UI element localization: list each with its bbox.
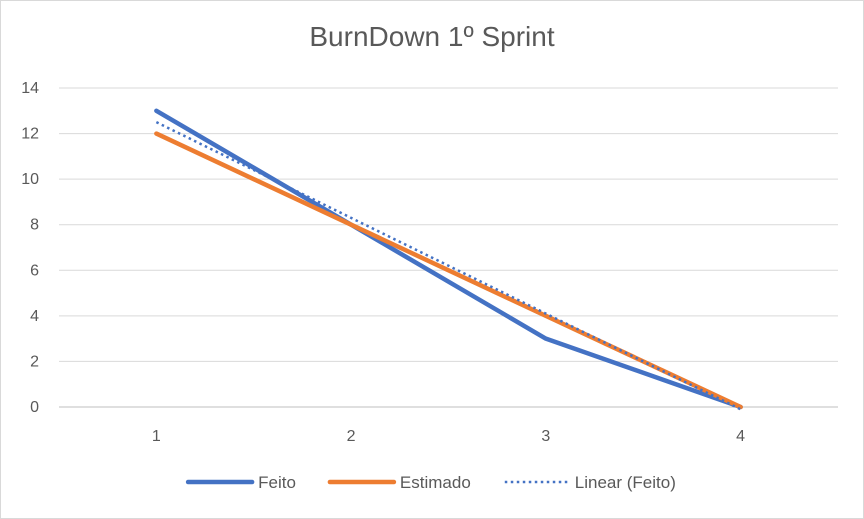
legend-label-feito: Feito — [258, 473, 296, 492]
chart-title: BurnDown 1º Sprint — [309, 21, 555, 52]
y-tick-label-10: 10 — [21, 171, 39, 188]
y-tick-label-2: 2 — [30, 353, 39, 370]
x-tick-label-4: 4 — [736, 428, 745, 445]
y-tick-label-0: 0 — [30, 399, 39, 416]
y-tick-label-12: 12 — [21, 126, 39, 143]
legend-label-estimado: Estimado — [400, 473, 471, 492]
x-tick-label-3: 3 — [541, 428, 550, 445]
legend-label-linear-feito: Linear (Feito) — [575, 473, 676, 492]
x-tick-label-2: 2 — [347, 428, 356, 445]
y-tick-label-8: 8 — [30, 217, 39, 234]
y-tick-label-6: 6 — [30, 262, 39, 279]
y-tick-label-4: 4 — [30, 308, 39, 325]
x-tick-label-1: 1 — [152, 428, 161, 445]
series-line-feito — [154, 108, 743, 410]
series-line-linear-feito — [155, 121, 742, 411]
y-tick-label-14: 14 — [21, 80, 39, 97]
